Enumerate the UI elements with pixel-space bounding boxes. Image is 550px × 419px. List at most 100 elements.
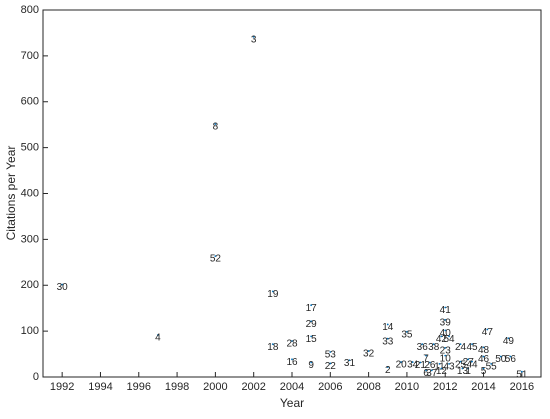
point-label: 18	[267, 342, 279, 353]
point	[444, 329, 447, 332]
x-tick-label: 1996	[127, 381, 151, 393]
point-label: 23	[440, 345, 452, 356]
point-label: 54	[443, 334, 455, 345]
point-label: 44	[466, 359, 478, 370]
point-label: 39	[440, 318, 452, 329]
point	[252, 35, 255, 38]
point-label: 40	[440, 328, 452, 339]
y-tick-label: 200	[21, 279, 39, 291]
y-tick-label: 700	[21, 50, 39, 62]
x-tick-label: 1992	[50, 381, 74, 393]
point	[482, 346, 485, 349]
point-label: 36	[417, 342, 429, 353]
point	[310, 320, 313, 323]
point	[486, 328, 489, 331]
point	[348, 359, 351, 362]
point	[432, 343, 435, 346]
point-label: 20	[396, 360, 408, 371]
point-label: 41	[440, 305, 452, 316]
point	[310, 361, 313, 364]
point-label: 16	[286, 357, 298, 368]
point	[482, 355, 485, 358]
point	[507, 337, 510, 340]
point	[400, 361, 403, 363]
point-label: 9	[308, 360, 314, 371]
point	[509, 355, 512, 358]
point-label: 15	[306, 334, 318, 345]
y-tick-label: 0	[33, 371, 39, 383]
x-tick-label: 2008	[356, 381, 380, 393]
point-label: 24	[455, 342, 467, 353]
point-label: 27	[463, 357, 475, 368]
point-label: 48	[478, 345, 490, 356]
point-label: 2	[385, 365, 391, 376]
point	[329, 351, 332, 353]
point	[406, 330, 408, 333]
x-tick-label: 2002	[241, 381, 265, 393]
point	[367, 350, 370, 352]
x-tick-label: 2010	[395, 381, 419, 393]
point	[499, 355, 502, 358]
point-label: 4	[155, 333, 161, 344]
point	[461, 367, 464, 370]
point-label: 46	[478, 354, 490, 365]
point	[438, 363, 441, 365]
y-tick-label: 600	[21, 96, 39, 108]
x-tick-label: 1994	[88, 381, 112, 393]
point	[386, 323, 389, 326]
point	[448, 363, 450, 365]
point	[444, 306, 447, 309]
point	[329, 362, 332, 365]
point-label: 49	[503, 336, 515, 347]
point-label: 13	[457, 366, 469, 377]
point	[310, 304, 313, 307]
point	[459, 343, 462, 346]
point	[425, 369, 427, 372]
x-axis-label: Year	[280, 396, 304, 410]
point	[471, 360, 473, 363]
point	[386, 337, 389, 340]
point-label: 29	[306, 319, 318, 330]
point-label: 5	[481, 366, 487, 377]
x-tick-label: 2016	[510, 381, 534, 393]
y-tick-label: 800	[21, 4, 39, 16]
point	[482, 367, 485, 370]
point	[429, 361, 431, 364]
y-tick-label: 400	[21, 187, 39, 199]
point	[421, 343, 424, 346]
point	[214, 123, 217, 125]
point-label: 38	[428, 342, 440, 353]
point-label: 12	[436, 366, 448, 377]
point-label: 47	[482, 327, 494, 338]
point-label: 53	[325, 350, 337, 361]
point	[386, 366, 389, 369]
point-label: 30	[57, 282, 69, 293]
point	[310, 335, 313, 338]
point-label: 28	[286, 339, 298, 350]
point-label: 7	[423, 353, 429, 364]
point-label: 37	[426, 368, 438, 379]
point-label: 3	[251, 34, 257, 45]
point-label: 42	[436, 334, 448, 345]
point-label: 10	[440, 353, 452, 364]
point-label: 52	[210, 254, 222, 265]
point	[425, 354, 427, 357]
point	[459, 360, 462, 363]
point	[157, 334, 159, 336]
point-label: 43	[443, 362, 455, 373]
point	[271, 343, 274, 346]
y-tick-label: 500	[21, 142, 39, 154]
point-label: 51	[516, 369, 528, 380]
point-label: 1	[465, 366, 471, 377]
point-label: 45	[466, 342, 478, 353]
point-label: 35	[401, 329, 413, 340]
x-tick-label: 2014	[471, 381, 495, 393]
point	[430, 369, 433, 372]
point	[291, 340, 293, 342]
point-label: 31	[344, 358, 356, 369]
point	[444, 318, 447, 321]
point-label: 34	[407, 360, 419, 371]
point	[440, 335, 443, 338]
point-label: 32	[363, 349, 375, 360]
